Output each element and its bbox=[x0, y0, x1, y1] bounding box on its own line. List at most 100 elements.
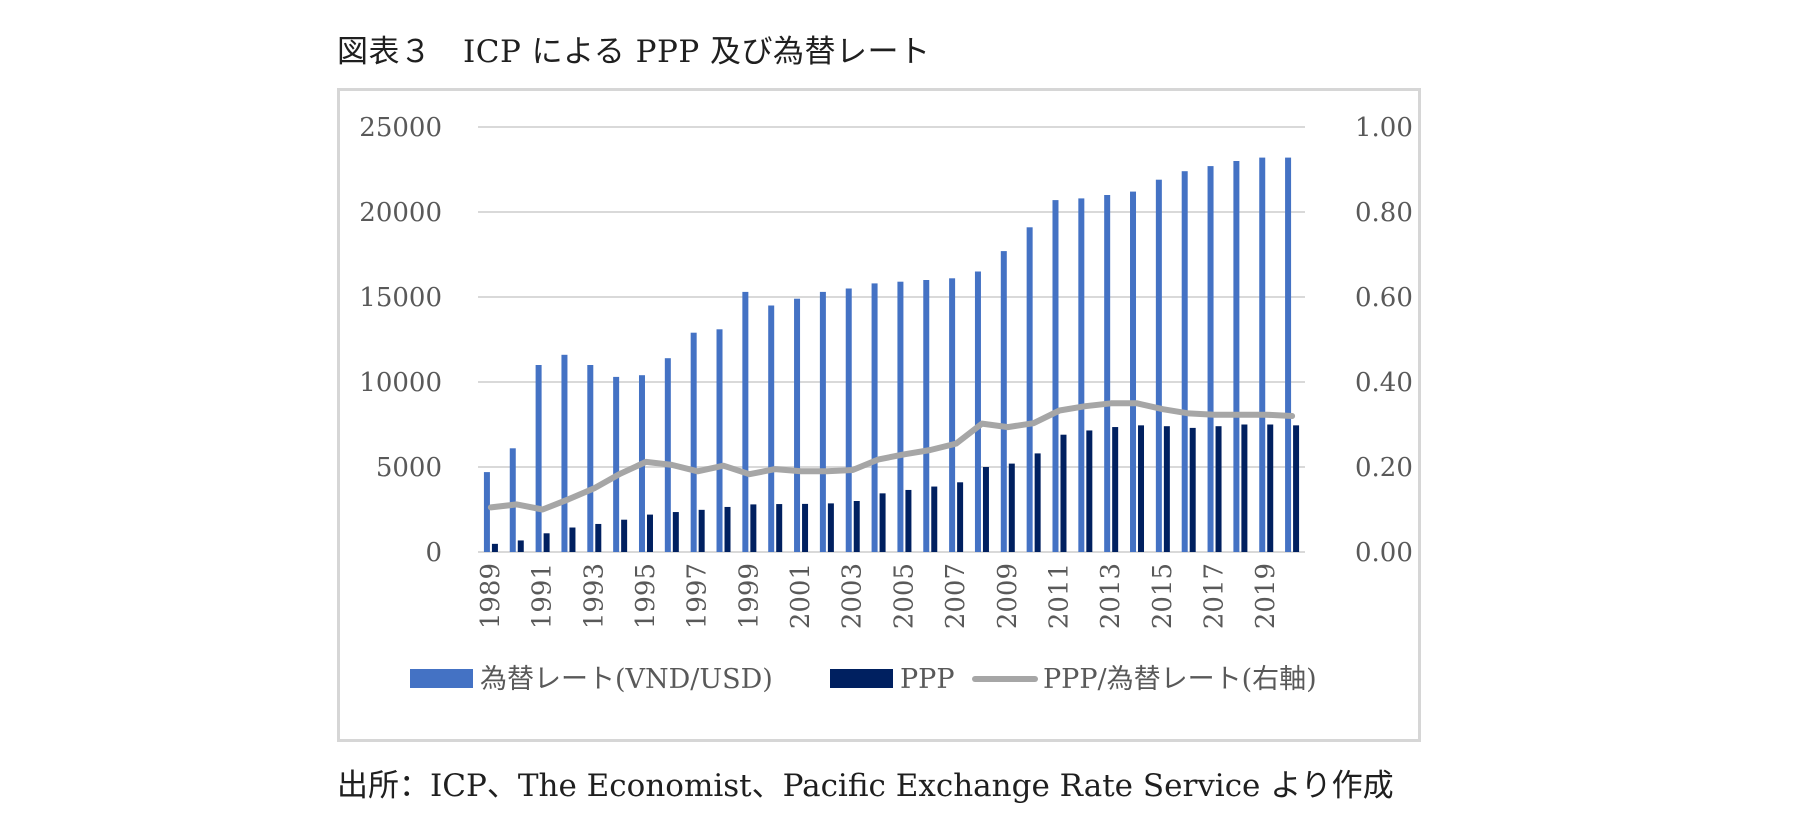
left-tick-label: 25000 bbox=[359, 113, 442, 143]
x-tick-label: 2015 bbox=[1148, 563, 1178, 629]
ppp-bar bbox=[1138, 425, 1145, 552]
right-tick-label: 0.60 bbox=[1355, 283, 1413, 313]
rate-bar bbox=[794, 298, 801, 552]
right-tick-label: 0.80 bbox=[1355, 198, 1413, 228]
rate-bar bbox=[1130, 191, 1137, 552]
ppp-bar bbox=[802, 503, 809, 552]
rate-bar bbox=[1259, 157, 1266, 552]
ppp-bar bbox=[1241, 424, 1248, 552]
rate-bar bbox=[1285, 157, 1292, 552]
ppp-bar bbox=[621, 519, 628, 552]
left-tick-label: 15000 bbox=[359, 283, 442, 313]
x-tick-label: 2001 bbox=[786, 563, 816, 629]
ppp-bar bbox=[595, 523, 602, 552]
left-tick-label: 10000 bbox=[359, 368, 442, 398]
x-tick-label: 2013 bbox=[1096, 563, 1126, 629]
rate-bar bbox=[1000, 251, 1007, 552]
left-tick-label: 20000 bbox=[359, 198, 442, 228]
ppp-bar bbox=[517, 540, 524, 552]
ppp-bar bbox=[750, 504, 757, 552]
ppp-bar bbox=[672, 512, 679, 552]
rate-bar bbox=[871, 283, 878, 552]
rate-bar bbox=[974, 271, 981, 552]
ppp-bar bbox=[1034, 453, 1041, 552]
rate-bar bbox=[1207, 166, 1214, 552]
rate-bar bbox=[1052, 200, 1059, 552]
right-tick-label: 0.20 bbox=[1355, 453, 1413, 483]
x-tick-label: 2019 bbox=[1251, 563, 1281, 629]
source-note: 出所：ICP、The Economist、Pacific Exchange Ra… bbox=[337, 768, 1394, 804]
ppp-bar bbox=[1086, 430, 1093, 552]
rate-bar bbox=[535, 365, 542, 552]
ppp-bar bbox=[1215, 426, 1222, 552]
ppp-bar bbox=[1163, 426, 1170, 552]
legend-label-ratio: PPP/為替レート(右軸) bbox=[1043, 664, 1317, 695]
ppp-bar bbox=[1189, 427, 1196, 552]
x-tick-label: 2009 bbox=[993, 563, 1023, 629]
ratio-line-layer bbox=[487, 400, 1296, 513]
ppp-bar bbox=[724, 506, 731, 552]
gridlines bbox=[478, 126, 1305, 553]
ppp-bar bbox=[853, 501, 860, 552]
left-tick-label: 0 bbox=[425, 538, 442, 568]
rate-bar bbox=[923, 280, 930, 552]
left-tick-label: 5000 bbox=[376, 453, 442, 483]
ppp-bar bbox=[957, 482, 964, 552]
rate-bar bbox=[742, 291, 749, 552]
rate-bar bbox=[1181, 171, 1188, 552]
legend-label-ppp: PPP bbox=[900, 664, 955, 695]
ppp-bar bbox=[1112, 427, 1119, 552]
rate-bar bbox=[561, 354, 568, 552]
rate-bar bbox=[613, 376, 620, 552]
ppp-bar bbox=[1008, 463, 1015, 552]
rate-bar bbox=[509, 448, 516, 552]
legend-swatch-ppp bbox=[830, 669, 893, 688]
x-tick-label: 2007 bbox=[941, 563, 971, 629]
rate-bar bbox=[690, 332, 697, 552]
rate-bar bbox=[1233, 161, 1240, 552]
x-tick-label: 1989 bbox=[476, 563, 506, 629]
ppp-bar bbox=[646, 514, 653, 552]
ppp-bar bbox=[1293, 425, 1300, 552]
ppp-bar bbox=[931, 486, 938, 552]
x-tick-label: 2003 bbox=[838, 563, 868, 629]
legend-swatch-rate bbox=[410, 669, 473, 688]
rate-bar bbox=[1104, 195, 1111, 552]
ppp-bar bbox=[827, 503, 834, 552]
ppp-bar bbox=[982, 467, 989, 552]
x-tick-label: 2017 bbox=[1200, 563, 1230, 629]
x-tick-label: 2005 bbox=[889, 563, 919, 629]
right-tick-label: 0.00 bbox=[1355, 538, 1413, 568]
ppp-bar bbox=[905, 489, 912, 552]
right-axis-ticks: 0.00 0.20 0.40 0.60 0.80 1.00 bbox=[1355, 113, 1413, 568]
rate-bar bbox=[1078, 198, 1085, 552]
x-tick-label: 1999 bbox=[734, 563, 764, 629]
x-tick-label: 1997 bbox=[683, 563, 713, 629]
ppp-bar bbox=[879, 493, 886, 552]
x-tick-label: 1993 bbox=[579, 563, 609, 629]
rate-bar bbox=[768, 305, 775, 552]
left-axis-ticks: 0 5000 10000 15000 20000 25000 bbox=[359, 113, 442, 568]
ppp-bar bbox=[543, 533, 550, 552]
ppp-bar bbox=[491, 543, 498, 552]
right-tick-label: 1.00 bbox=[1355, 113, 1413, 143]
rate-bar bbox=[1155, 179, 1162, 552]
ppp-bar bbox=[776, 504, 783, 552]
rate-bar bbox=[949, 278, 956, 552]
chart-frame: 0 5000 10000 15000 20000 25000 0.00 0.20 0.40 0.… bbox=[337, 88, 1421, 742]
right-tick-label: 0.40 bbox=[1355, 368, 1413, 398]
rate-bar bbox=[1026, 227, 1033, 553]
rate-bar bbox=[819, 291, 826, 552]
x-tick-label: 2011 bbox=[1044, 563, 1074, 629]
x-tick-label: 1995 bbox=[631, 563, 661, 629]
rate-bar bbox=[587, 365, 594, 552]
rate-bar bbox=[664, 358, 671, 552]
ppp-bar bbox=[1267, 424, 1274, 552]
rate-bar bbox=[483, 472, 490, 552]
legend: 為替レート(VND/USD) PPP PPP/為替レート(右軸) bbox=[410, 664, 1317, 695]
x-tick-label: 1991 bbox=[528, 563, 558, 629]
rate-bar bbox=[716, 329, 723, 552]
ppp-bar bbox=[1060, 434, 1067, 552]
x-axis-ticks: 1989 1991 1993 1995 1997 1999 2001 2003 2005 2007… bbox=[476, 563, 1281, 629]
